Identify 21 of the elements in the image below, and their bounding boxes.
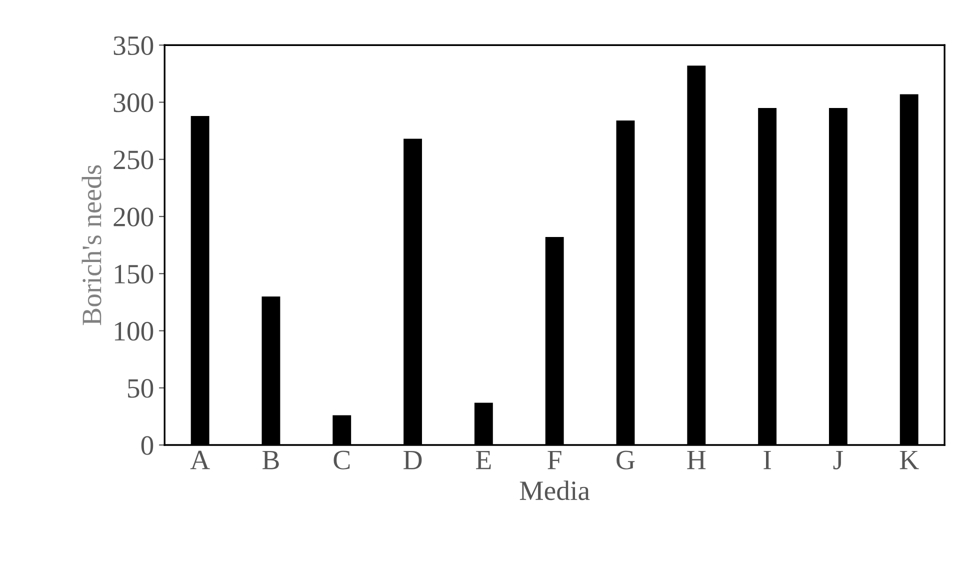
x-tick-label: K bbox=[900, 450, 919, 470]
x-axis-title: Media bbox=[520, 480, 590, 500]
y-tick-label: 0 bbox=[141, 436, 154, 455]
x-tick-label: F bbox=[548, 450, 562, 470]
y-tick-label: 250 bbox=[114, 150, 154, 170]
y-tick-label: 200 bbox=[114, 208, 154, 226]
y-tick-label: 50 bbox=[128, 379, 154, 398]
x-tick-label: H bbox=[687, 450, 706, 470]
y-tick-label: 150 bbox=[114, 264, 154, 284]
x-tick-label: D bbox=[404, 450, 422, 470]
y-tick-label: 300 bbox=[114, 93, 154, 112]
x-tick-label: E bbox=[476, 450, 491, 470]
x-tick-label: I bbox=[764, 450, 771, 470]
y-axis-title: Borich's needs bbox=[82, 165, 102, 326]
y-tick-label: 100 bbox=[114, 322, 154, 341]
x-tick-label: C bbox=[334, 450, 350, 470]
x-tick-label: J bbox=[833, 450, 844, 470]
x-tick-label: A bbox=[190, 450, 210, 470]
x-tick-label: G bbox=[616, 450, 635, 470]
x-tick-label: B bbox=[262, 450, 279, 470]
y-tick-label: 350 bbox=[114, 36, 154, 56]
